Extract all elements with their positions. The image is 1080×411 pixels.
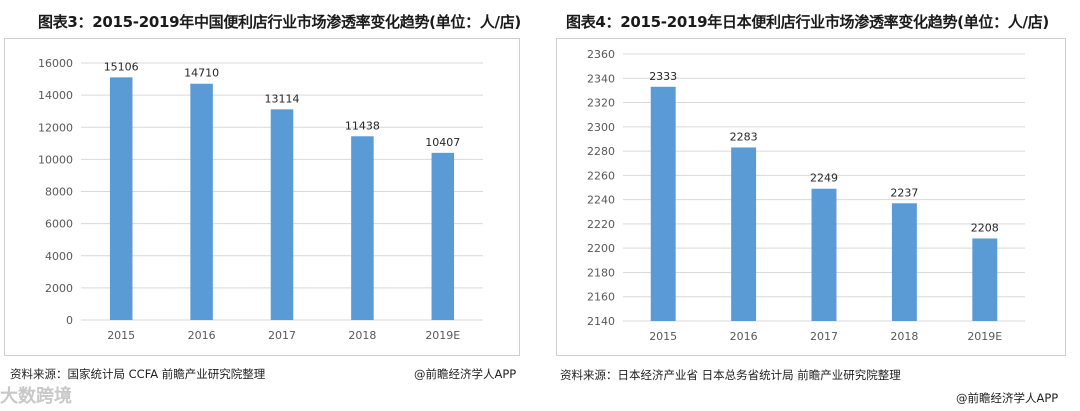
- data-label: 2249: [810, 172, 838, 185]
- source-note: 资料来源：国家统计局 CCFA 前瞻产业研究院整理: [10, 367, 266, 381]
- y-tick-label: 2160: [587, 291, 615, 304]
- y-tick-label: 2220: [587, 218, 615, 231]
- bar: [811, 188, 837, 321]
- data-label: 14710: [184, 67, 219, 80]
- y-tick-label: 2240: [587, 194, 615, 207]
- chart-title: 图表3：2015-2019年中国便利店行业市场渗透率变化趋势(单位：人/店): [38, 13, 521, 31]
- x-tick-label: 2019E: [425, 329, 460, 342]
- y-tick-label: 2280: [587, 145, 615, 158]
- right-chart-panel: 图表4：2015-2019年日本便利店行业市场渗透率变化趋势(单位：人/店) 2…: [540, 0, 1080, 411]
- y-tick-label: 12000: [38, 121, 73, 134]
- y-tick-label: 2360: [587, 48, 615, 61]
- x-tick-label: 2016: [188, 329, 216, 342]
- bar: [972, 238, 998, 321]
- bottom-logo: 大数跨境: [0, 386, 72, 407]
- credit-label: @前瞻经济学人APP: [414, 367, 517, 381]
- x-tick-label: 2015: [107, 329, 135, 342]
- chart-frame: 2140 2160 2180 2200 2220 2240 2260 2280 2300 2320…: [556, 38, 1066, 356]
- y-tick-label: 2340: [587, 72, 615, 85]
- credit-label: @前瞻经济学人APP: [956, 391, 1059, 405]
- data-label: 13114: [265, 92, 300, 105]
- y-tick-label: 2140: [587, 315, 615, 328]
- data-label: 2208: [971, 221, 999, 234]
- y-tick-label: 2320: [587, 97, 615, 110]
- y-tick-label: 14000: [38, 89, 73, 102]
- y-tick-label: 2260: [587, 169, 615, 182]
- y-tick-label: 16000: [38, 57, 73, 70]
- y-tick-label: 2200: [587, 242, 615, 255]
- data-label: 2333: [649, 70, 677, 83]
- chart-frame: 0 2000 4000 6000 8000 10000 12000 14000 16000 151…: [4, 38, 520, 356]
- x-tick-label: 2017: [810, 330, 838, 343]
- y-tick-label: 2000: [45, 282, 73, 295]
- y-tick-label: 10000: [38, 153, 73, 166]
- x-tick-label: 2017: [268, 329, 296, 342]
- data-label: 2283: [730, 130, 758, 143]
- y-tick-label: 4000: [45, 250, 73, 263]
- bar: [431, 152, 455, 320]
- bar: [650, 86, 676, 321]
- y-tick-label: 8000: [45, 186, 73, 199]
- bar: [731, 147, 757, 321]
- x-tick-label: 2019E: [967, 330, 1002, 343]
- japan-bar-chart: 2140 2160 2180 2200 2220 2240 2260 2280 2300 2320…: [587, 48, 1025, 343]
- x-tick-label: 2015: [649, 330, 677, 343]
- data-label: 11438: [345, 119, 380, 132]
- data-label: 10407: [425, 136, 460, 149]
- bar: [190, 83, 213, 320]
- data-label: 2237: [890, 186, 918, 199]
- source-note: 资料来源：日本经济产业省 日本总务省统计局 前瞻产业研究院整理: [560, 368, 901, 382]
- bar: [891, 203, 917, 321]
- bar: [270, 109, 294, 320]
- data-label: 15106: [104, 60, 139, 73]
- bar: [109, 77, 133, 320]
- y-tick-label: 6000: [45, 218, 73, 231]
- y-tick-label: 2300: [587, 121, 615, 134]
- bar: [351, 136, 374, 320]
- x-tick-label: 2018: [890, 330, 918, 343]
- y-tick-label: 0: [66, 314, 73, 327]
- y-tick-label: 2180: [587, 266, 615, 279]
- x-tick-label: 2018: [348, 329, 376, 342]
- chart-title: 图表4：2015-2019年日本便利店行业市场渗透率变化趋势(单位：人/店): [566, 13, 1049, 31]
- left-chart-panel: 图表3：2015-2019年中国便利店行业市场渗透率变化趋势(单位：人/店) 0…: [4, 13, 521, 381]
- x-tick-label: 2016: [730, 330, 758, 343]
- china-bar-chart: 0 2000 4000 6000 8000 10000 12000 14000 16000 151…: [38, 57, 483, 342]
